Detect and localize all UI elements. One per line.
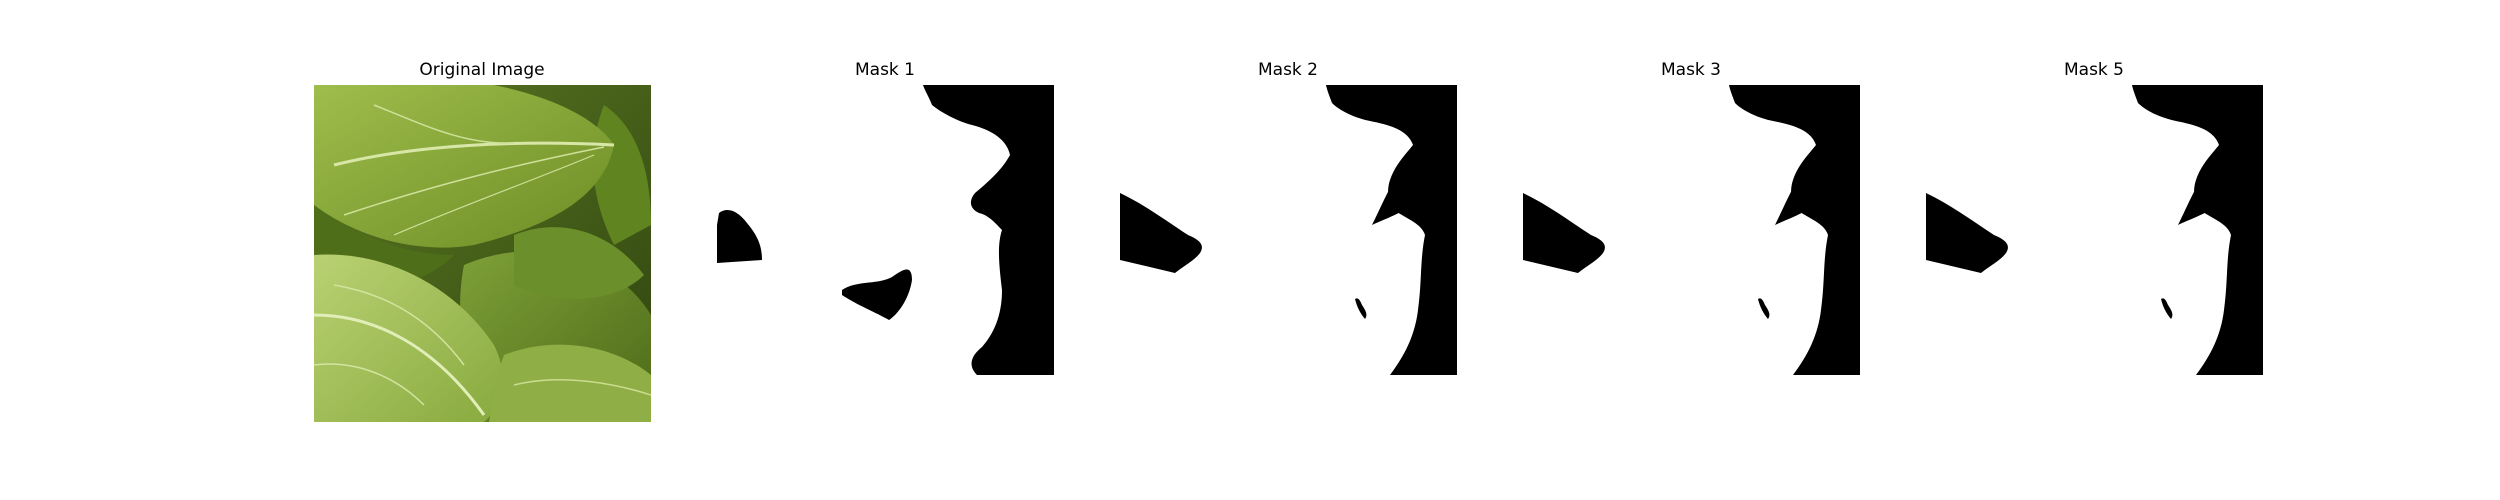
mask-5-image [1926, 85, 2263, 422]
mask-3 [1523, 85, 1860, 422]
title-mask-1: Mask 1 [715, 60, 1055, 80]
mask-1 [717, 85, 1054, 422]
mask-1-image [717, 85, 1054, 422]
mask-3-image [1523, 85, 1860, 422]
original-image [314, 85, 651, 422]
mask-5 [1926, 85, 2263, 422]
title-original-image: Original Image [312, 60, 652, 80]
mask-2 [1120, 85, 1457, 422]
original-image-photo [314, 85, 651, 422]
mask-2-image [1120, 85, 1457, 422]
title-mask-5: Mask 5 [1924, 60, 2264, 80]
title-mask-2: Mask 2 [1118, 60, 1458, 80]
title-mask-3: Mask 3 [1521, 60, 1861, 80]
